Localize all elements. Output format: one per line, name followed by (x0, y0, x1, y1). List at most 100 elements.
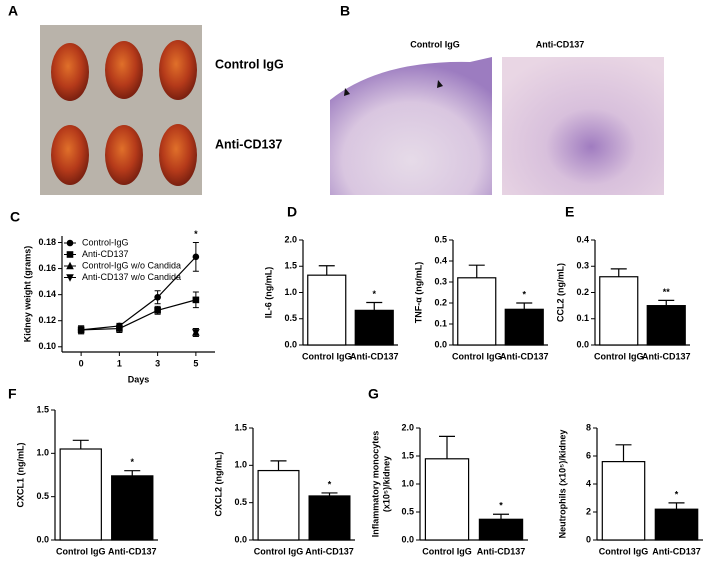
error-bar (493, 513, 509, 520)
significance: ** (663, 287, 671, 297)
y-tick-label: 0.5 (401, 506, 414, 516)
point (192, 296, 200, 304)
image-label: Anti-CD137 (536, 39, 585, 49)
y-tick-label: 2 (586, 506, 591, 516)
y-tick-label: 0.3 (434, 276, 447, 286)
error-bar (516, 302, 533, 310)
bar (59, 448, 102, 541)
error-bar (270, 460, 287, 471)
y-axis-label: IL-6 (ng/mL) (263, 267, 273, 319)
panel-label: G (368, 386, 379, 402)
error-bar (615, 444, 632, 462)
panel-label: F (8, 386, 17, 402)
image-label: Control IgG (410, 39, 460, 49)
y-axis-label: (x10⁵)/kidney (381, 456, 391, 512)
x-tick-label: Control IgG (594, 351, 644, 361)
y-tick-label: 1.5 (36, 404, 49, 414)
bar (599, 276, 639, 346)
photo-label: Anti-CD137 (215, 137, 282, 151)
bar (111, 475, 154, 541)
y-tick-label: 0 (586, 534, 591, 544)
x-tick-label: 3 (155, 358, 160, 368)
legend-label: Anti-CD137 w/o Candida (82, 272, 181, 282)
y-tick-label: 0.14 (38, 289, 56, 299)
x-tick-label: Control IgG (599, 546, 649, 556)
x-tick-label: Control IgG (422, 546, 472, 556)
y-axis-label: CXCL1 (ng/mL) (15, 443, 25, 508)
y-axis-label: CCL2 (ng/mL) (555, 263, 565, 322)
y-tick-label: 0.0 (284, 339, 297, 349)
bar (478, 518, 524, 541)
x-tick-label: Anti-CD137 (642, 351, 691, 361)
y-tick-label: 1.0 (284, 287, 297, 297)
point (192, 329, 200, 337)
y-tick-label: 0.2 (576, 287, 589, 297)
x-axis-label: Days (128, 374, 150, 384)
bar (307, 274, 347, 346)
bar (601, 461, 646, 541)
line (81, 256, 197, 331)
y-axis-label: Neutrophils (x10⁵)/kidney (557, 430, 567, 539)
x-tick-label: Control IgG (56, 546, 106, 556)
y-tick-label: 0.5 (284, 313, 297, 323)
bar (504, 308, 544, 346)
y-tick-label: 1.5 (234, 422, 247, 432)
x-tick-label: 1 (117, 358, 122, 368)
significance: * (522, 289, 526, 299)
legend-label: Control-IgG (82, 237, 129, 247)
line (81, 299, 197, 331)
y-tick-label: 0.18 (38, 237, 56, 247)
error-bar (468, 264, 485, 278)
legend-marker (66, 239, 74, 247)
y-tick-label: 0.3 (576, 261, 589, 271)
significance: * (372, 289, 376, 299)
y-tick-label: 0.16 (38, 263, 56, 273)
panel-label: E (565, 204, 574, 220)
y-tick-label: 0.4 (434, 255, 447, 265)
point (154, 293, 161, 301)
error-bar (366, 301, 383, 311)
y-tick-label: 0.4 (576, 234, 589, 244)
panel-label: D (287, 204, 297, 220)
y-tick-label: 8 (586, 422, 591, 432)
bar (424, 458, 470, 541)
x-tick-label: Anti-CD137 (350, 351, 399, 361)
panel-label: B (340, 3, 350, 19)
y-tick-label: 1.0 (36, 448, 49, 458)
x-tick-label: Anti-CD137 (108, 546, 157, 556)
y-tick-label: 1.5 (284, 261, 297, 271)
point (192, 253, 200, 261)
error-bar (668, 502, 685, 510)
y-tick-label: 1.0 (234, 460, 247, 470)
y-tick-label: 0.5 (36, 491, 49, 501)
error-bar (124, 470, 141, 476)
error-bar (439, 435, 455, 459)
x-tick-label: Anti-CD137 (500, 351, 549, 361)
error-bar (658, 299, 675, 306)
y-tick-label: 2.0 (284, 234, 297, 244)
y-tick-label: 0.0 (234, 534, 247, 544)
point (154, 306, 161, 314)
error-bar (321, 492, 338, 496)
y-tick-label: 1.5 (401, 450, 414, 460)
y-tick-label: 6 (586, 450, 591, 460)
photo-label: Control IgG (215, 57, 284, 71)
x-tick-label: Control IgG (254, 546, 304, 556)
y-tick-label: 2.0 (401, 422, 414, 432)
legend-label: Control-IgG w/o Candida (82, 260, 181, 270)
y-tick-label: 0.1 (576, 313, 589, 323)
y-tick-label: 0.5 (434, 234, 447, 244)
error-bar (318, 265, 335, 276)
y-tick-label: 0.1 (434, 318, 447, 328)
kidneys (51, 40, 197, 186)
histology-image (502, 57, 664, 195)
bar (257, 469, 300, 541)
point (77, 326, 85, 334)
y-axis-label: Inflammatory monocytes (370, 431, 380, 538)
panel-label: A (8, 3, 18, 19)
y-tick-label: 0.0 (401, 534, 414, 544)
x-tick-label: Anti-CD137 (652, 546, 701, 556)
point (116, 325, 123, 332)
y-tick-label: 0.0 (36, 534, 49, 544)
